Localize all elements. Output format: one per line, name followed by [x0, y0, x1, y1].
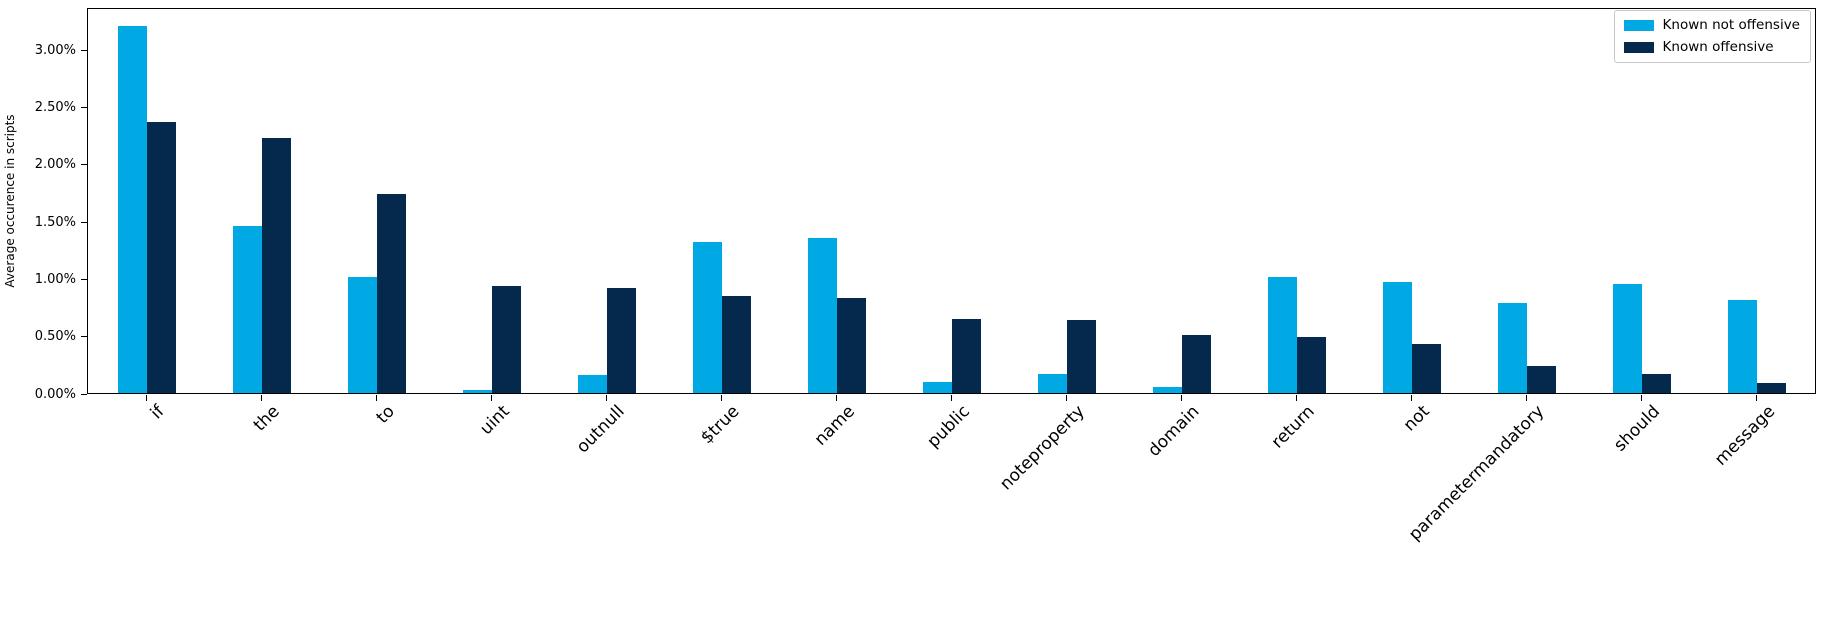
- x-tick-label-return: return: [1267, 401, 1319, 453]
- legend-swatch-known-offensive: [1623, 42, 1654, 53]
- legend-swatch-known-not-offensive: [1623, 20, 1654, 31]
- x-tick-mark: [951, 395, 952, 401]
- x-tick-mark: [146, 395, 147, 401]
- bar-not-offensive-name: [808, 238, 837, 393]
- bar-not-offensive-uint: [463, 390, 492, 393]
- bar-offensive-uint: [492, 286, 521, 393]
- x-tick-mark: [261, 395, 262, 401]
- y-tick-label: 0.00%: [34, 386, 76, 402]
- bar-offensive-parametermandatory: [1527, 366, 1556, 393]
- bar-not-offensive-should: [1613, 284, 1642, 393]
- x-tick-label-parametermandatory: parametermandatory: [1405, 401, 1549, 545]
- bar-not-offensive-true: [693, 242, 722, 393]
- bar-offensive-message: [1757, 383, 1786, 393]
- bar-not-offensive-noteproperty: [1038, 374, 1067, 393]
- x-tick-label-domain: domain: [1144, 401, 1204, 461]
- bar-not-offensive-to: [348, 277, 377, 393]
- x-tick-label-should: should: [1609, 401, 1664, 456]
- x-tick-label-true: $true: [697, 401, 744, 449]
- bar-offensive-not: [1412, 344, 1441, 393]
- bar-not-offensive-message: [1728, 300, 1757, 393]
- x-tick-label-to: to: [372, 401, 399, 428]
- x-tick-mark: [1756, 395, 1757, 401]
- bar-not-offensive-the: [233, 226, 262, 393]
- y-tick-label: 0.50%: [34, 329, 76, 345]
- x-tick-mark: [1181, 395, 1182, 401]
- bar-offensive-outnull: [607, 288, 636, 393]
- bar-offensive-the: [262, 138, 291, 393]
- y-tick-mark: [81, 393, 87, 395]
- bar-not-offensive-parametermandatory: [1498, 303, 1527, 393]
- bar-not-offensive-if: [118, 26, 147, 393]
- legend-item-known-offensive: Known offensive: [1623, 39, 1800, 55]
- x-tick-label-if: if: [147, 401, 169, 424]
- bar-not-offensive-not: [1383, 282, 1412, 393]
- y-tick-label: 2.00%: [34, 157, 76, 173]
- y-tick-label: 1.00%: [34, 271, 76, 287]
- x-tick-label-public: public: [923, 401, 974, 452]
- bar-offensive-return: [1297, 337, 1326, 393]
- y-tick-mark: [81, 49, 87, 51]
- bar-not-offensive-outnull: [578, 375, 607, 393]
- bar-offensive-public: [952, 319, 981, 393]
- x-tick-label-message: message: [1710, 401, 1779, 470]
- y-tick-label: 1.50%: [34, 214, 76, 230]
- bar-offensive-noteproperty: [1067, 320, 1096, 393]
- x-tick-label-name: name: [810, 401, 859, 450]
- x-tick-mark: [1526, 395, 1527, 401]
- bar-offensive-if: [147, 122, 176, 393]
- x-tick-mark: [1066, 395, 1067, 401]
- x-tick-mark: [721, 395, 722, 401]
- x-tick-label-not: not: [1399, 401, 1434, 436]
- legend-label: Known not offensive: [1662, 17, 1800, 33]
- bar-not-offensive-domain: [1153, 387, 1182, 393]
- x-tick-label-uint: uint: [476, 401, 514, 440]
- x-tick-mark: [1411, 395, 1412, 401]
- x-tick-mark: [376, 395, 377, 401]
- legend-label: Known offensive: [1662, 39, 1774, 55]
- legend: Known not offensive Known offensive: [1613, 10, 1811, 63]
- x-tick-label-noteproperty: noteproperty: [996, 401, 1089, 495]
- y-tick-mark: [81, 278, 87, 280]
- bar-offensive-to: [377, 194, 406, 393]
- bar-offensive-should: [1642, 374, 1671, 393]
- y-tick-mark: [81, 221, 87, 223]
- bar-offensive-name: [837, 298, 866, 393]
- bar-not-offensive-return: [1268, 277, 1297, 393]
- x-tick-mark: [836, 395, 837, 401]
- bar-not-offensive-public: [923, 382, 952, 393]
- x-tick-label-the: the: [249, 401, 284, 436]
- y-tick-mark: [81, 107, 87, 109]
- bar-offensive-true: [722, 296, 751, 393]
- x-tick-mark: [1641, 395, 1642, 401]
- x-tick-mark: [1296, 395, 1297, 401]
- x-tick-label-outnull: outnull: [572, 401, 629, 458]
- plot-area: [87, 8, 1816, 394]
- x-tick-mark: [491, 395, 492, 401]
- y-tick-label: 2.50%: [34, 100, 76, 116]
- bar-offensive-domain: [1182, 335, 1211, 393]
- x-tick-mark: [606, 395, 607, 401]
- y-tick-mark: [81, 336, 87, 338]
- y-tick-label: 3.00%: [34, 42, 76, 58]
- legend-item-known-not-offensive: Known not offensive: [1623, 17, 1800, 33]
- y-tick-mark: [81, 164, 87, 166]
